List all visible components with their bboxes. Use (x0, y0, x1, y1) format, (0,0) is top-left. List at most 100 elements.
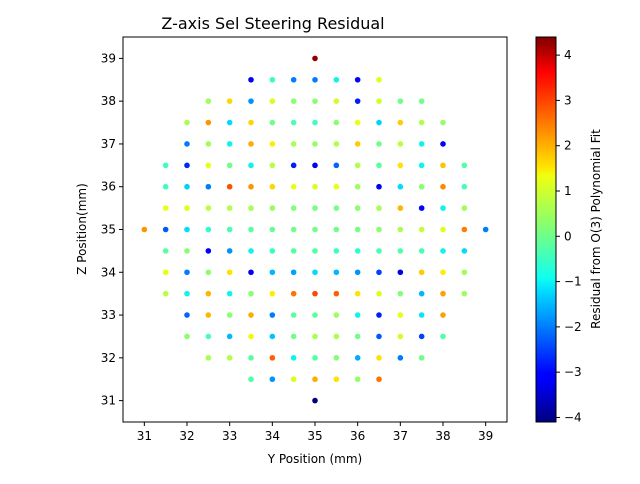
data-point (440, 183, 446, 190)
data-point (333, 162, 340, 169)
y-axis-label: Z Position(mm) (75, 183, 89, 275)
data-point (248, 248, 254, 254)
data-point (397, 205, 404, 211)
data-point (333, 290, 340, 297)
data-point (376, 248, 382, 254)
x-axis-label: Y Position (mm) (267, 452, 362, 466)
data-point (333, 205, 340, 211)
x-tick-label: 33 (222, 429, 237, 443)
data-point (184, 248, 190, 254)
data-point (184, 119, 190, 126)
data-point (440, 226, 446, 233)
data-point (376, 141, 382, 147)
data-point (290, 355, 297, 361)
data-point (162, 269, 169, 276)
data-point (205, 141, 212, 147)
colorbar-tick-label: −4 (564, 410, 582, 424)
data-point (461, 269, 468, 276)
data-point (290, 333, 297, 340)
data-points (141, 55, 489, 404)
x-tick-label: 35 (307, 429, 322, 443)
data-point (205, 162, 212, 169)
data-point (269, 205, 276, 211)
data-point (333, 376, 340, 383)
data-point (440, 269, 446, 276)
data-point (376, 183, 382, 190)
data-point (312, 76, 318, 83)
x-tick-label: 39 (478, 429, 493, 443)
x-tick-label: 36 (350, 429, 365, 443)
data-point (290, 205, 297, 211)
y-tick-label: 32 (101, 351, 116, 365)
data-point (290, 162, 297, 169)
data-point (248, 183, 254, 190)
data-point (312, 248, 318, 254)
data-point (376, 119, 382, 126)
data-point (226, 290, 233, 297)
data-point (461, 248, 468, 254)
data-point (461, 290, 468, 297)
data-point (354, 333, 361, 340)
data-point (141, 226, 148, 233)
x-tick-label: 31 (137, 429, 152, 443)
colorbar-tick-label: −3 (564, 365, 582, 379)
data-point (269, 355, 276, 361)
data-point (354, 269, 361, 276)
data-point (269, 248, 276, 254)
data-point (312, 333, 318, 340)
data-point (184, 312, 190, 318)
data-point (312, 397, 318, 404)
data-point (312, 183, 318, 190)
data-point (354, 119, 361, 126)
data-point (184, 183, 190, 190)
data-point (248, 226, 254, 233)
data-point (312, 141, 318, 147)
y-tick-label: 31 (101, 394, 116, 408)
data-point (312, 205, 318, 211)
data-point (333, 76, 340, 83)
data-point (269, 183, 276, 190)
data-point (226, 119, 233, 126)
data-point (418, 162, 425, 169)
y-tick-label: 35 (101, 223, 116, 237)
data-point (418, 205, 425, 211)
data-point (397, 183, 404, 190)
data-point (205, 183, 212, 190)
data-point (162, 205, 169, 211)
data-point (312, 162, 318, 169)
data-point (418, 312, 425, 318)
data-point (312, 355, 318, 361)
data-point (248, 98, 254, 104)
data-point (418, 226, 425, 233)
data-point (354, 376, 361, 383)
data-point (226, 269, 233, 276)
data-point (248, 355, 254, 361)
data-point (333, 248, 340, 254)
data-point (269, 76, 276, 83)
x-tick-label: 37 (393, 429, 408, 443)
data-point (397, 141, 404, 147)
data-point (248, 76, 254, 83)
data-point (376, 76, 382, 83)
data-point (354, 183, 361, 190)
data-point (333, 355, 340, 361)
y-tick-label: 33 (101, 308, 116, 322)
data-point (290, 183, 297, 190)
data-point (333, 141, 340, 147)
data-point (376, 226, 382, 233)
data-point (418, 119, 425, 126)
data-point (248, 290, 254, 297)
y-tick-label: 36 (101, 180, 116, 194)
data-point (248, 333, 254, 340)
colorbar-tick-label: 2 (564, 139, 572, 153)
data-point (461, 205, 468, 211)
data-point (312, 312, 318, 318)
data-point (226, 141, 233, 147)
data-point (184, 226, 190, 233)
data-point (226, 333, 233, 340)
data-point (376, 162, 382, 169)
data-point (162, 226, 169, 233)
data-point (162, 248, 169, 254)
data-point (354, 76, 361, 83)
